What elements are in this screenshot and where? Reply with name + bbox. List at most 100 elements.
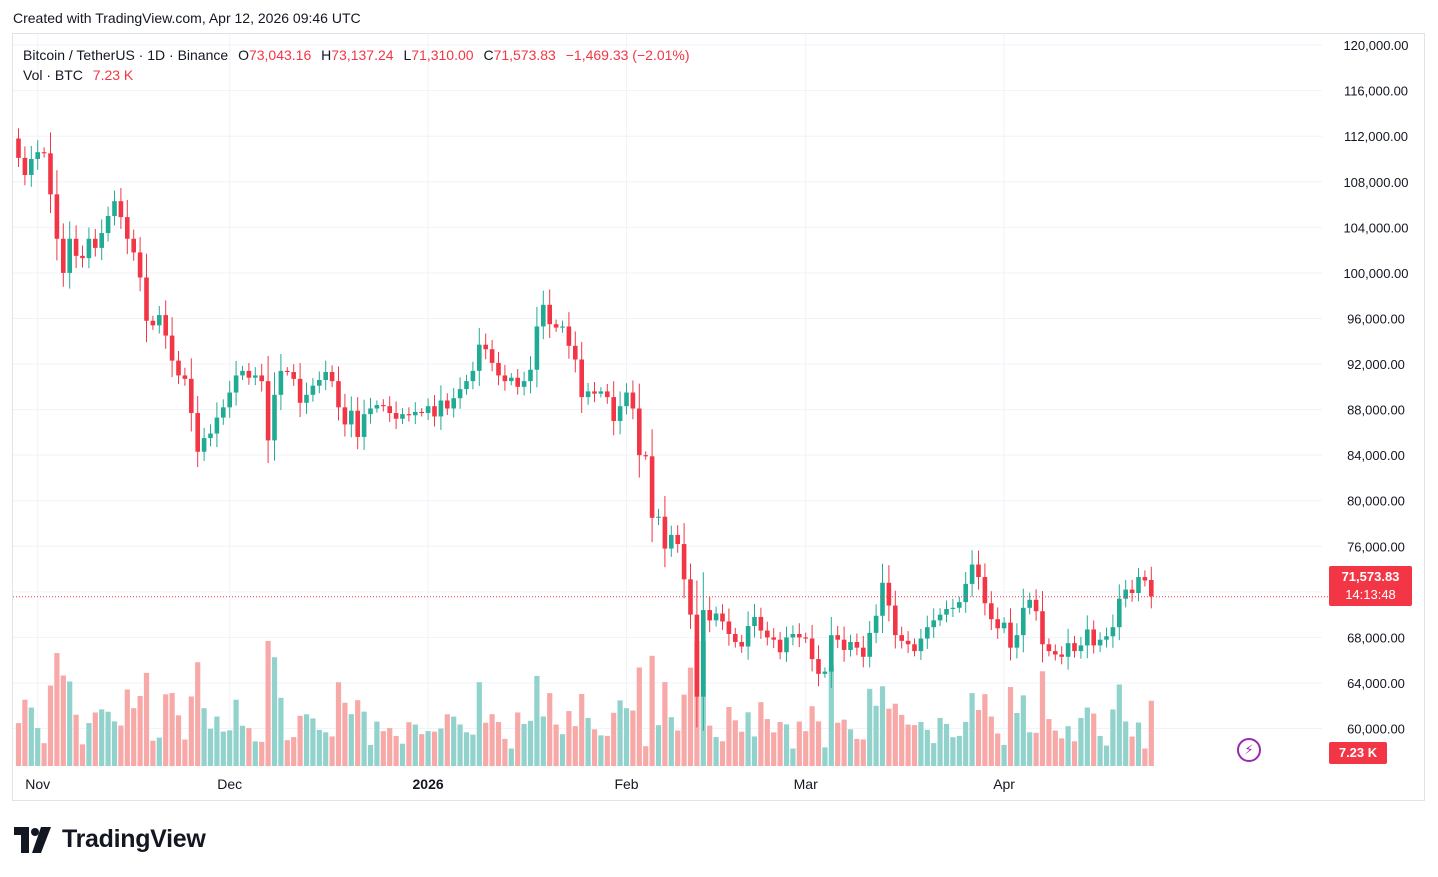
volume-label[interactable]: Vol · BTC [23, 67, 83, 83]
volume-bar [899, 714, 905, 766]
volume-bar [412, 724, 418, 766]
volume-bar [655, 725, 662, 766]
tradingview-logo[interactable]: TradingView [14, 825, 206, 854]
volume-bar [854, 738, 860, 766]
candle-body [848, 641, 853, 650]
high-value: 73,137.24 [331, 47, 394, 63]
candle-body [688, 579, 693, 615]
candle-body [662, 516, 668, 549]
candle-body [976, 564, 981, 578]
candle-body [35, 152, 40, 160]
candle-body [323, 372, 328, 380]
lightning-icon[interactable]: ⚡ [1237, 738, 1261, 762]
volume-bar [1135, 722, 1142, 766]
volume-bar [681, 694, 687, 766]
volume-bar [860, 739, 866, 766]
volume-bar [931, 743, 937, 766]
candle-body [534, 326, 540, 370]
volume-bar [60, 675, 66, 766]
price-tick-label: 100,000.00 [1343, 266, 1408, 281]
candle-body [285, 370, 290, 373]
candle-body [624, 392, 629, 407]
candle-body [893, 605, 898, 636]
grid-lines [13, 34, 1322, 766]
candle-body [336, 381, 341, 408]
candle-body [1129, 589, 1135, 594]
volume-bar [137, 696, 143, 766]
volume-bar [227, 730, 233, 766]
candle-body [918, 638, 924, 652]
volume-bar [22, 699, 28, 766]
volume-bar [534, 675, 540, 766]
volume-bar [758, 702, 764, 766]
candle-body [150, 320, 156, 326]
candle-body [464, 381, 469, 390]
candle-body [758, 616, 764, 631]
volume-bar [540, 716, 546, 766]
candle-body [419, 411, 424, 414]
volume-bar [572, 726, 578, 766]
candle-body [1033, 599, 1039, 612]
candle-body [809, 638, 815, 660]
volume-bar [566, 711, 572, 766]
candle-body [694, 614, 700, 697]
candle-body [521, 381, 527, 387]
candle-body [1065, 643, 1071, 657]
volume-bar [1027, 732, 1033, 766]
volume-bar [988, 716, 994, 766]
candle-body [528, 369, 533, 382]
volume-bar [399, 743, 406, 766]
created-with-text: Created with TradingView.com, Apr 12, 20… [13, 10, 361, 26]
candle-body [400, 414, 405, 419]
high-label: H [321, 47, 332, 63]
candle-body [1097, 639, 1103, 646]
volume-bar [374, 721, 380, 766]
volume-bar [355, 700, 361, 766]
volume-bar [911, 725, 918, 766]
candle-body [771, 637, 776, 640]
candle-body [1136, 577, 1141, 594]
candle-body [61, 238, 66, 273]
candle-body [1014, 635, 1020, 648]
volume-bar [1129, 736, 1135, 766]
time-tick-label: Nov [25, 776, 50, 792]
candles [16, 128, 1154, 731]
volume-bar [579, 694, 585, 766]
volume-bar [1001, 744, 1007, 766]
candle-body [822, 671, 828, 674]
candle-body [553, 324, 559, 328]
volume-bar [41, 743, 47, 766]
volume-bar [1065, 726, 1071, 766]
price-tick-label: 116,000.00 [1344, 84, 1408, 99]
volume-bar [649, 655, 655, 766]
symbol-title[interactable]: Bitcoin / TetherUS · 1D · Binance [23, 47, 229, 63]
volume-bar [303, 714, 310, 766]
candle-body [29, 159, 34, 175]
volume-bar [841, 719, 847, 766]
candle-body [611, 397, 616, 422]
open-label: O [238, 47, 249, 63]
volume-bar [707, 725, 713, 766]
volume-bar [1052, 730, 1058, 766]
candle-body [630, 392, 636, 409]
candle-body [931, 620, 936, 628]
volume-bar [182, 739, 188, 766]
candle-body [1046, 644, 1052, 652]
volume-bar [67, 681, 73, 766]
candle-body [899, 635, 904, 641]
volume-bar [835, 722, 841, 766]
price-tick-label: 92,000.00 [1347, 357, 1405, 372]
candle-body [259, 375, 264, 382]
volume-bar [771, 732, 777, 766]
volume-bar [918, 722, 924, 766]
volume-bar [393, 735, 399, 766]
volume-bar [444, 714, 450, 766]
volume-bar [201, 708, 207, 766]
candle-body [713, 613, 719, 621]
chart-frame[interactable] [12, 33, 1425, 801]
volume-bar [252, 741, 258, 766]
price-tick-label: 88,000.00 [1347, 403, 1405, 418]
candle-body [67, 238, 72, 273]
volume-bar [169, 693, 175, 766]
